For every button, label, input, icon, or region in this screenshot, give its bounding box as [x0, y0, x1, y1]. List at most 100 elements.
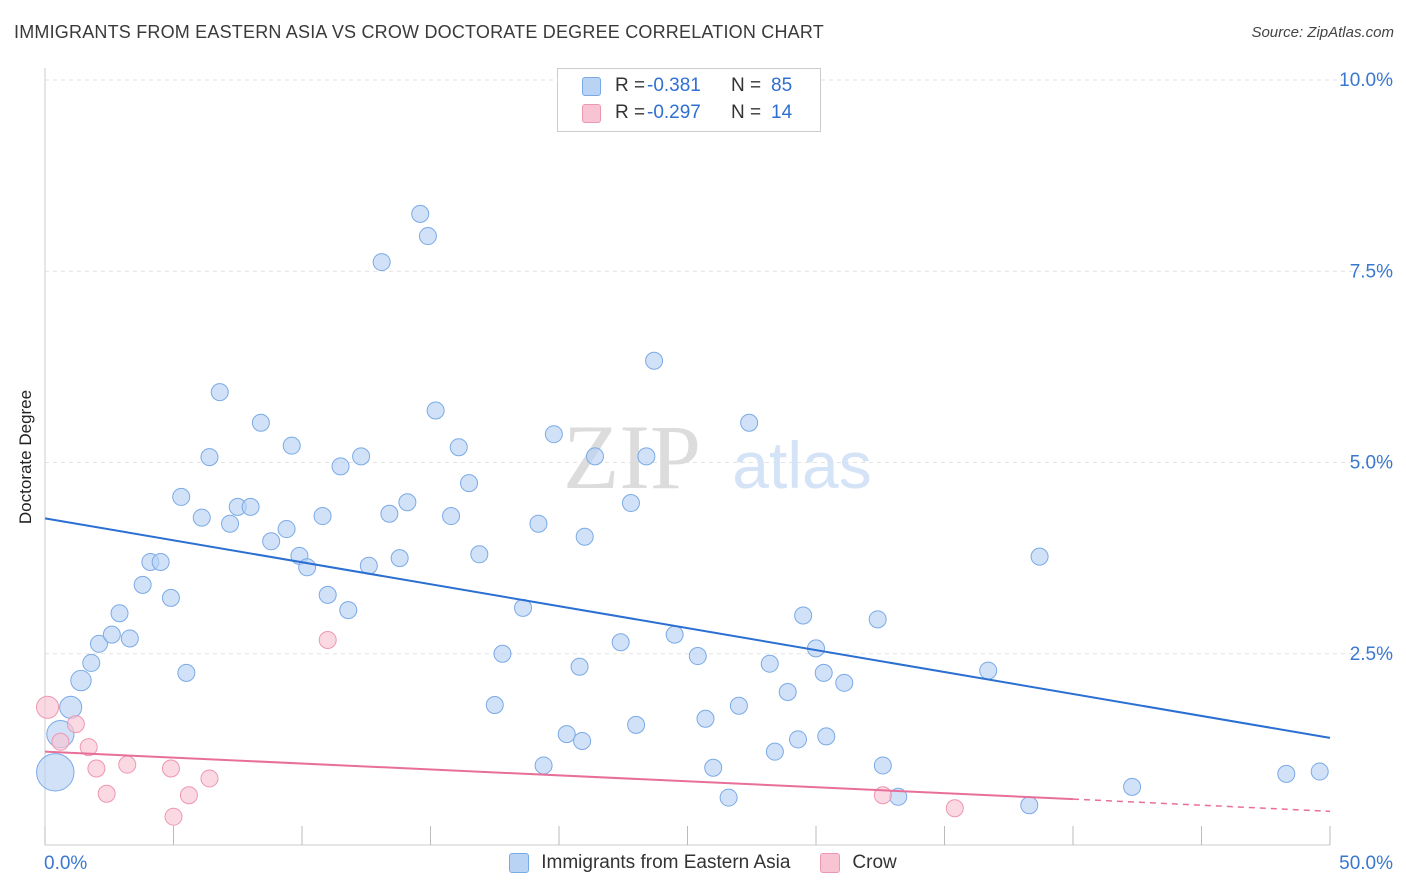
data-point-eastern-asia: [161, 588, 180, 607]
data-point-eastern-asia: [835, 673, 854, 692]
legend-r-label: R =: [615, 102, 646, 123]
data-point-eastern-asia: [585, 447, 604, 466]
data-point-eastern-asia: [1310, 762, 1329, 781]
y-axis-label: Doctorate Degree: [16, 389, 35, 525]
data-point-eastern-asia: [1030, 547, 1049, 566]
watermark: ZIP atlas: [563, 406, 872, 508]
series-swatch-blue: [509, 853, 530, 873]
data-point-eastern-asia: [765, 742, 784, 761]
data-point-eastern-asia: [1020, 796, 1039, 815]
data-point-eastern-asia: [318, 585, 337, 604]
data-point-eastern-asia: [534, 756, 553, 775]
series-name: Crow: [852, 852, 897, 873]
data-point-eastern-asia: [873, 756, 892, 775]
legend-row-blue: R = -0.381 N = 85: [558, 73, 792, 99]
data-point-eastern-asia: [177, 663, 196, 682]
legend-row-pink: R = -0.297 N = 14: [558, 100, 792, 126]
data-point-crow: [945, 799, 964, 818]
trend-line-crow: [44, 750, 1074, 801]
legend-r-label: R =: [615, 75, 646, 96]
data-point-eastern-asia: [575, 527, 594, 546]
data-point-eastern-asia: [817, 727, 836, 746]
data-point-eastern-asia: [210, 383, 229, 402]
data-point-eastern-asia: [372, 253, 391, 272]
legend-r-value: -0.381: [647, 75, 701, 96]
y-tick-label: 2.5%: [1350, 644, 1393, 665]
data-point-eastern-asia: [221, 514, 240, 533]
data-point-eastern-asia: [151, 552, 170, 571]
data-point-eastern-asia: [70, 669, 92, 692]
data-point-eastern-asia: [868, 610, 887, 629]
stats-legend: R = -0.381 N = 85 R = -0.297 N = 14: [557, 68, 821, 132]
data-point-eastern-asia: [485, 696, 504, 715]
data-point-eastern-asia: [529, 514, 548, 533]
data-point-eastern-asia: [277, 520, 296, 539]
data-point-crow: [97, 784, 116, 803]
data-point-eastern-asia: [789, 730, 808, 749]
legend-swatch-blue: [582, 76, 601, 96]
data-point-eastern-asia: [172, 487, 191, 506]
data-point-eastern-asia: [740, 413, 759, 432]
data-point-eastern-asia: [442, 507, 461, 526]
trend-line-crow-extension: [1072, 798, 1331, 813]
data-points: [36, 204, 1329, 826]
watermark-zip: ZIP: [563, 406, 701, 508]
data-point-eastern-asia: [760, 654, 779, 673]
watermark-atlas: atlas: [732, 428, 871, 502]
data-point-crow: [79, 738, 98, 757]
data-point-eastern-asia: [192, 508, 211, 527]
data-point-crow: [51, 732, 70, 751]
trend-lines: [44, 517, 1331, 813]
data-point-crow: [66, 715, 85, 734]
y-tick-label: 7.5%: [1350, 261, 1393, 282]
series-legend-item-blue: Immigrants from Eastern Asia: [509, 852, 790, 874]
data-point-crow: [118, 755, 137, 774]
data-point-eastern-asia: [313, 507, 332, 526]
data-point-crow: [36, 695, 60, 719]
data-point-eastern-asia: [418, 227, 437, 246]
tick-labels: 2.5% 5.0% 7.5% 10.0% 0.0% 50.0%: [44, 70, 1393, 874]
data-point-eastern-asia: [704, 758, 723, 777]
data-point-eastern-asia: [570, 657, 589, 676]
data-point-eastern-asia: [390, 549, 409, 568]
axes: [44, 68, 1331, 846]
data-point-eastern-asia: [82, 653, 101, 672]
data-point-eastern-asia: [979, 661, 998, 680]
data-point-eastern-asia: [380, 504, 399, 523]
data-point-eastern-asia: [696, 709, 715, 728]
data-point-eastern-asia: [719, 788, 738, 807]
data-point-eastern-asia: [36, 753, 75, 792]
series-legend: Immigrants from Eastern Asia Crow: [0, 852, 1406, 874]
legend-swatch-pink: [582, 103, 601, 123]
data-point-eastern-asia: [411, 204, 430, 223]
data-point-eastern-asia: [398, 493, 417, 512]
data-point-eastern-asia: [557, 725, 576, 744]
data-point-eastern-asia: [544, 425, 563, 444]
data-point-eastern-asia: [1277, 764, 1296, 783]
data-point-eastern-asia: [665, 625, 684, 644]
x-tick-label: 50.0%: [1339, 853, 1393, 874]
legend-n-label: N =: [731, 102, 762, 123]
data-point-eastern-asia: [573, 731, 592, 750]
data-point-crow: [161, 759, 180, 778]
data-point-eastern-asia: [241, 497, 260, 516]
data-point-eastern-asia: [627, 715, 646, 734]
data-point-eastern-asia: [688, 647, 707, 666]
data-point-eastern-asia: [262, 532, 281, 551]
data-point-eastern-asia: [621, 494, 640, 513]
data-point-crow: [164, 807, 183, 826]
data-point-eastern-asia: [120, 629, 139, 648]
data-point-eastern-asia: [645, 351, 664, 370]
data-point-eastern-asia: [637, 447, 656, 466]
series-name: Immigrants from Eastern Asia: [541, 852, 791, 873]
data-point-eastern-asia: [251, 413, 270, 432]
y-tick-label: 10.0%: [1339, 70, 1393, 91]
data-point-eastern-asia: [352, 447, 371, 466]
trend-line-eastern-asia: [44, 517, 1331, 739]
data-point-eastern-asia: [89, 634, 108, 653]
data-point-eastern-asia: [110, 604, 129, 623]
data-point-eastern-asia: [1123, 777, 1142, 796]
series-swatch-pink: [820, 853, 841, 873]
data-point-crow: [179, 786, 198, 805]
